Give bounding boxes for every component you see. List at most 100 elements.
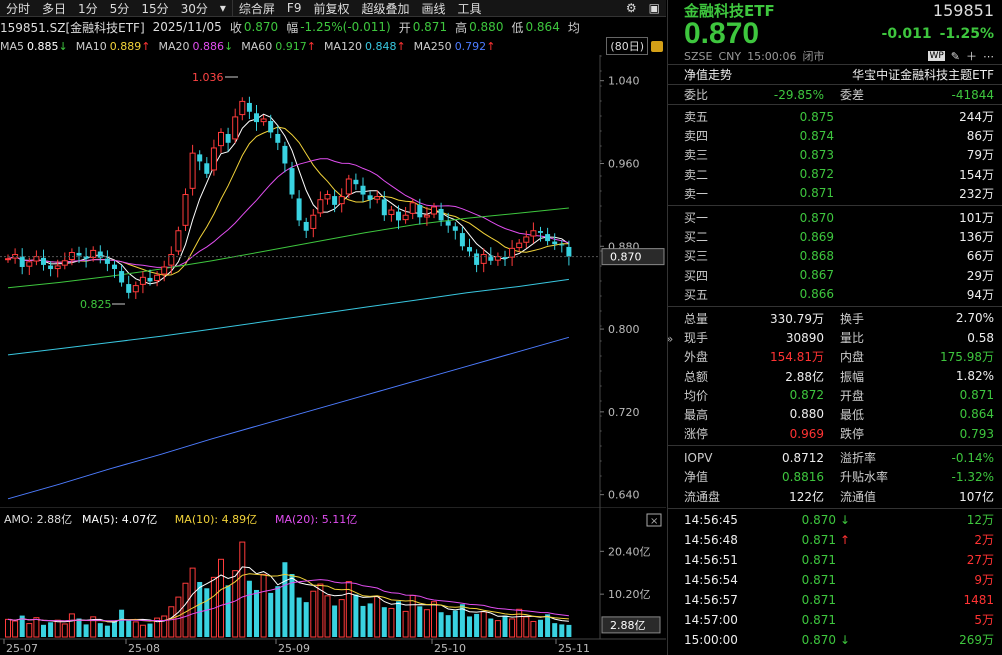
amo-bar bbox=[12, 620, 19, 638]
amo-bar bbox=[33, 617, 40, 638]
candle bbox=[445, 212, 451, 233]
ask-row[interactable]: 卖四 0.874 86万 bbox=[668, 126, 1002, 145]
currency: CNY bbox=[718, 49, 742, 63]
more-icon[interactable]: ⋯ bbox=[983, 49, 994, 63]
bid-row[interactable]: 买三 0.868 66万 bbox=[668, 246, 1002, 265]
bid-price: 0.867 bbox=[799, 268, 834, 283]
ma-line-ma250 bbox=[7, 336, 570, 500]
ma-arrow-4: ↑ bbox=[396, 39, 406, 53]
tick-row[interactable]: 14:56:45 0.870 ↓ 12万 bbox=[668, 510, 1002, 530]
candle bbox=[189, 144, 196, 196]
date-tick-2: 25-09 bbox=[278, 642, 310, 655]
candle bbox=[545, 227, 551, 246]
ma-value-4: 0.848 bbox=[364, 39, 397, 53]
amo-bar bbox=[494, 620, 501, 638]
bid-row[interactable]: 买一 0.870 101万 bbox=[668, 208, 1002, 227]
toolbar-item-9[interactable]: 前复权 bbox=[313, 1, 350, 16]
bid-row[interactable]: 买二 0.869 136万 bbox=[668, 227, 1002, 246]
period-selector[interactable]: (80日) bbox=[606, 37, 648, 55]
lock-icon[interactable] bbox=[651, 40, 663, 52]
fund-stat-label: IOPV bbox=[684, 450, 713, 465]
nav-trend-link[interactable]: 净值走势 bbox=[684, 68, 733, 82]
ask-book: 卖五 0.875 244万 卖四 0.874 86万 卖三 0.873 79万 卖二 0.872 15… bbox=[668, 104, 1002, 205]
fund-name: 金融科技ETF bbox=[684, 1, 775, 20]
candle bbox=[83, 247, 89, 268]
tick-row[interactable]: 14:57:00 0.871 5万 bbox=[668, 610, 1002, 630]
amo-bar bbox=[275, 586, 281, 637]
toolbar-item-11[interactable]: 画线 bbox=[421, 1, 446, 16]
ask-row[interactable]: 卖五 0.875 244万 bbox=[668, 107, 1002, 126]
toolbar-item-1[interactable]: 多日 bbox=[42, 1, 67, 16]
stat-value: 0.864 bbox=[959, 407, 994, 422]
candle bbox=[132, 281, 139, 300]
toolbar-item-2[interactable]: 1分 bbox=[78, 1, 98, 16]
amo-bar bbox=[303, 602, 309, 637]
amo-bar bbox=[260, 573, 267, 638]
stat-label: 最低 bbox=[840, 407, 865, 422]
collapse-arrow-icon[interactable]: » bbox=[666, 332, 674, 346]
candle bbox=[552, 233, 558, 250]
stat-value: 2.70% bbox=[955, 311, 994, 326]
toolbar-item-10[interactable]: 超级叠加 bbox=[361, 1, 410, 16]
toolbar-item-8[interactable]: F9 bbox=[286, 1, 302, 15]
close-pane-icon[interactable] bbox=[646, 513, 662, 527]
bid-price: 0.866 bbox=[799, 287, 834, 302]
candle bbox=[459, 226, 465, 251]
tick-row[interactable]: 14:56:57 0.871 1481 bbox=[668, 590, 1002, 610]
ma-value-2: 0.886 bbox=[192, 39, 224, 53]
toolbar-item-0[interactable]: 分时 bbox=[6, 1, 31, 16]
candle bbox=[467, 238, 472, 258]
candle bbox=[324, 190, 331, 205]
candle bbox=[303, 217, 309, 238]
candle bbox=[232, 108, 239, 144]
toolbar-item-7[interactable]: 综合屏 bbox=[231, 0, 281, 17]
gear-icon[interactable]: ⚙ bbox=[625, 1, 637, 15]
plus-icon[interactable]: ＋ bbox=[966, 50, 977, 63]
toolbar-item-4[interactable]: 15分 bbox=[141, 1, 169, 16]
ask-row[interactable]: 卖二 0.872 154万 bbox=[668, 165, 1002, 184]
ask-price: 0.874 bbox=[799, 128, 834, 143]
bid-price: 0.870 bbox=[799, 210, 834, 225]
nav-trend-row[interactable]: 净值走势 华宝中证金融科技主题ETF bbox=[668, 64, 1002, 84]
low-annotation: 0.825 bbox=[80, 298, 112, 311]
amount-chart[interactable]: AMO: 2.88亿 MA(5): 4.07亿 MA(10): 4.89亿 MA(20… bbox=[0, 507, 666, 655]
chat-icon[interactable]: ▣ bbox=[648, 1, 660, 15]
bid-volume: 94万 bbox=[966, 287, 994, 302]
amo-bar bbox=[423, 609, 430, 638]
tick-price: 0.870 bbox=[801, 512, 836, 527]
ask-row[interactable]: 卖三 0.873 79万 bbox=[668, 145, 1002, 164]
candle bbox=[161, 260, 168, 282]
amo-bar bbox=[438, 612, 444, 637]
tick-row[interactable]: 14:56:48 0.871 ↑ 2万 bbox=[668, 530, 1002, 550]
amo-bar bbox=[97, 623, 103, 637]
candle bbox=[175, 226, 182, 256]
bid-price: 0.869 bbox=[799, 229, 834, 244]
toolbar-item-5[interactable]: 30分 bbox=[180, 1, 208, 16]
toolbar-item-3[interactable]: 5分 bbox=[109, 1, 130, 16]
toolbar-item-12[interactable]: 工具 bbox=[457, 1, 482, 16]
fund-stat-value: -0.14% bbox=[951, 450, 994, 465]
tick-row[interactable]: 14:56:51 0.871 27万 bbox=[668, 550, 1002, 570]
bid-row[interactable]: 买五 0.866 94万 bbox=[668, 285, 1002, 304]
tick-price: 0.871 bbox=[801, 532, 836, 547]
candle bbox=[474, 249, 480, 273]
toolbar-item-6[interactable]: ▾ bbox=[219, 1, 226, 15]
edit-icon[interactable]: ✎ bbox=[950, 49, 960, 63]
tick-arrow-icon: ↑ bbox=[839, 532, 851, 547]
avg-label: 均 bbox=[567, 20, 580, 35]
tick-row[interactable]: 14:56:54 0.871 9万 bbox=[668, 570, 1002, 590]
wp-badge[interactable]: WP bbox=[928, 51, 945, 61]
amo-bar bbox=[445, 615, 451, 637]
stat-label: 总量 bbox=[684, 311, 709, 326]
amo-bar bbox=[41, 624, 46, 637]
tick-list[interactable]: 14:56:45 0.870 ↓ 12万 14:56:48 0.871 ↑ 2万 14:56:5… bbox=[668, 507, 1002, 651]
stat-value: 0.872 bbox=[789, 388, 824, 403]
amo-bar bbox=[459, 604, 465, 637]
fund-stat-label: 净值 bbox=[684, 470, 709, 485]
tick-row[interactable]: 15:00:00 0.870 ↓ 269万 bbox=[668, 630, 1002, 650]
bid-row[interactable]: 买四 0.867 29万 bbox=[668, 266, 1002, 285]
ask-row[interactable]: 卖一 0.871 232万 bbox=[668, 184, 1002, 203]
amo-bar bbox=[332, 605, 338, 637]
amo-bar bbox=[282, 562, 288, 637]
candlestick-chart[interactable]: 1.0400.9600.8800.8000.7200.6401.0360.825… bbox=[0, 55, 666, 507]
